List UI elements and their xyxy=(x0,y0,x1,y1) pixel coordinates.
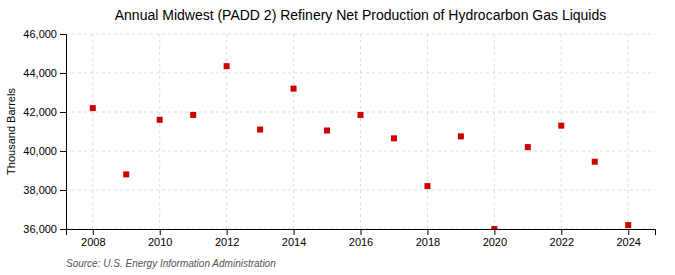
tick-label: 2018 xyxy=(416,236,440,248)
plot-area: 2008 2010 2012 2014 2016 2018 2020 2022 2024 36,0… xyxy=(23,28,655,248)
grid-line-x xyxy=(92,34,93,229)
y-axis: 36,000 38,000 40,000 42,000 44,000 46,000 xyxy=(23,28,66,235)
tick-label: 2024 xyxy=(616,236,640,248)
tick-label: 2010 xyxy=(148,236,172,248)
point xyxy=(224,63,230,69)
tick-mark xyxy=(60,229,66,230)
tick-mark xyxy=(93,229,94,235)
chart-container: 2008 2010 2012 2014 2016 2018 2020 2022 2024 36,0… xyxy=(0,0,675,275)
tick-label: 40,000 xyxy=(23,145,57,157)
tick: 42,000 xyxy=(23,106,66,118)
grid-line-x xyxy=(427,34,428,229)
tick-label: 2012 xyxy=(215,236,239,248)
grid-line-x xyxy=(293,34,294,229)
tick-label: 42,000 xyxy=(23,106,57,118)
tick: 2024 xyxy=(616,229,640,248)
tick-mark xyxy=(561,229,562,235)
tick: 44,000 xyxy=(23,67,66,79)
tick-mark xyxy=(227,229,228,235)
grid-line-x xyxy=(628,34,629,229)
tick-mark xyxy=(160,229,161,235)
tick-mark xyxy=(294,229,295,235)
point xyxy=(90,105,96,111)
tick: 2014 xyxy=(282,229,306,248)
point xyxy=(592,159,598,165)
tick: 2016 xyxy=(349,229,373,248)
tick-mark xyxy=(60,73,66,74)
point xyxy=(558,123,564,129)
point xyxy=(190,112,196,118)
tick-label: 38,000 xyxy=(23,184,57,196)
tick-label: 44,000 xyxy=(23,67,57,79)
point xyxy=(424,183,430,189)
tick-mark xyxy=(60,190,66,191)
tick: 38,000 xyxy=(23,184,66,196)
tick-label: 2022 xyxy=(550,236,574,248)
tick-mark xyxy=(60,112,66,113)
grid-line-x xyxy=(360,34,361,229)
tick: 46,000 xyxy=(23,28,66,40)
grid-line-x xyxy=(561,34,562,229)
grid xyxy=(66,34,655,229)
tick-label: 2020 xyxy=(483,236,507,248)
point xyxy=(458,133,464,139)
tick-mark xyxy=(60,34,66,35)
grid-line-x xyxy=(494,34,495,229)
axis-line xyxy=(60,35,67,230)
tick-label: 46,000 xyxy=(23,28,57,40)
tick-mark xyxy=(494,229,495,235)
point xyxy=(491,226,497,229)
tick: 2022 xyxy=(550,229,574,248)
tick: 2010 xyxy=(148,229,172,248)
tick-mark xyxy=(628,229,629,235)
point xyxy=(157,117,163,123)
point xyxy=(358,112,364,118)
tick: 2018 xyxy=(416,229,440,248)
tick: 2020 xyxy=(483,229,507,248)
tick: 40,000 xyxy=(23,145,66,157)
tick: 2008 xyxy=(81,229,105,248)
point xyxy=(525,144,531,150)
tick: 2012 xyxy=(215,229,239,248)
tick-mark xyxy=(361,229,362,235)
grid-line-x xyxy=(159,34,160,229)
source-note: Source: U.S. Energy Information Administ… xyxy=(66,258,276,269)
point xyxy=(391,135,397,141)
x-axis: 2008 2010 2012 2014 2016 2018 2020 2022 2024 xyxy=(67,229,656,248)
tick-label: 2008 xyxy=(81,236,105,248)
tick-mark xyxy=(427,229,428,235)
point xyxy=(123,171,129,177)
tick-label: 36,000 xyxy=(23,223,57,235)
title: Annual Midwest (PADD 2) Refinery Net Pro… xyxy=(115,7,607,23)
points xyxy=(90,63,631,229)
axis-line xyxy=(67,230,656,236)
tick-label: 2014 xyxy=(282,236,306,248)
y-axis-title: Thousand Barrels xyxy=(5,88,17,175)
point xyxy=(291,86,297,92)
point xyxy=(324,128,330,134)
tick-label: 2016 xyxy=(349,236,373,248)
tick: 36,000 xyxy=(23,223,66,235)
tick-mark xyxy=(60,151,66,152)
chart-svg: 2008 2010 2012 2014 2016 2018 2020 2022 2024 36,0… xyxy=(0,0,675,275)
point xyxy=(257,127,263,133)
point xyxy=(625,222,631,228)
